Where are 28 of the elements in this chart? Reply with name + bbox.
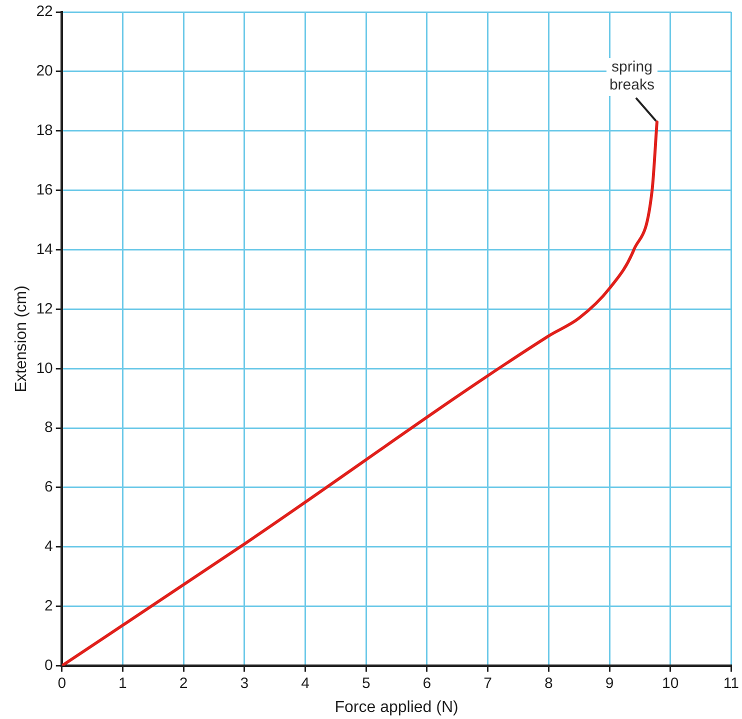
annotation: spring breaks: [609, 58, 654, 94]
y-tick-label: 14: [36, 240, 53, 258]
x-tick-label: 1: [118, 674, 127, 692]
y-tick-label: 12: [36, 300, 53, 318]
x-tick-label: 2: [179, 674, 188, 692]
x-tick-label: 11: [723, 674, 740, 692]
x-tick-label: 0: [58, 674, 66, 692]
x-tick-label: 6: [422, 674, 432, 692]
x-tick-label: 7: [484, 674, 492, 692]
y-tick-label: 4: [44, 538, 53, 556]
line-series: [62, 120, 658, 666]
x-tick-label: 5: [362, 674, 370, 692]
y-tick-label: 0: [44, 656, 53, 674]
y-tick-label: 22: [36, 3, 53, 20]
y-axis-title: Extension (cm): [13, 286, 30, 392]
y-tick-label: 16: [36, 181, 53, 198]
x-tick-label: 4: [301, 674, 310, 692]
y-tick-label: 10: [36, 360, 53, 377]
x-axis-title: Force applied (N): [334, 698, 458, 716]
x-tick-label: 8: [544, 674, 553, 692]
y-tick-label: 2: [44, 598, 53, 615]
y-tick-label: 8: [44, 419, 53, 436]
x-tick-label: 10: [662, 674, 679, 692]
x-tick-label: 3: [240, 674, 249, 692]
y-tick-label: 18: [36, 122, 53, 140]
y-tick-label: 6: [44, 478, 53, 496]
x-tick-label: 9: [605, 674, 614, 692]
y-tick-label: 20: [36, 62, 53, 80]
